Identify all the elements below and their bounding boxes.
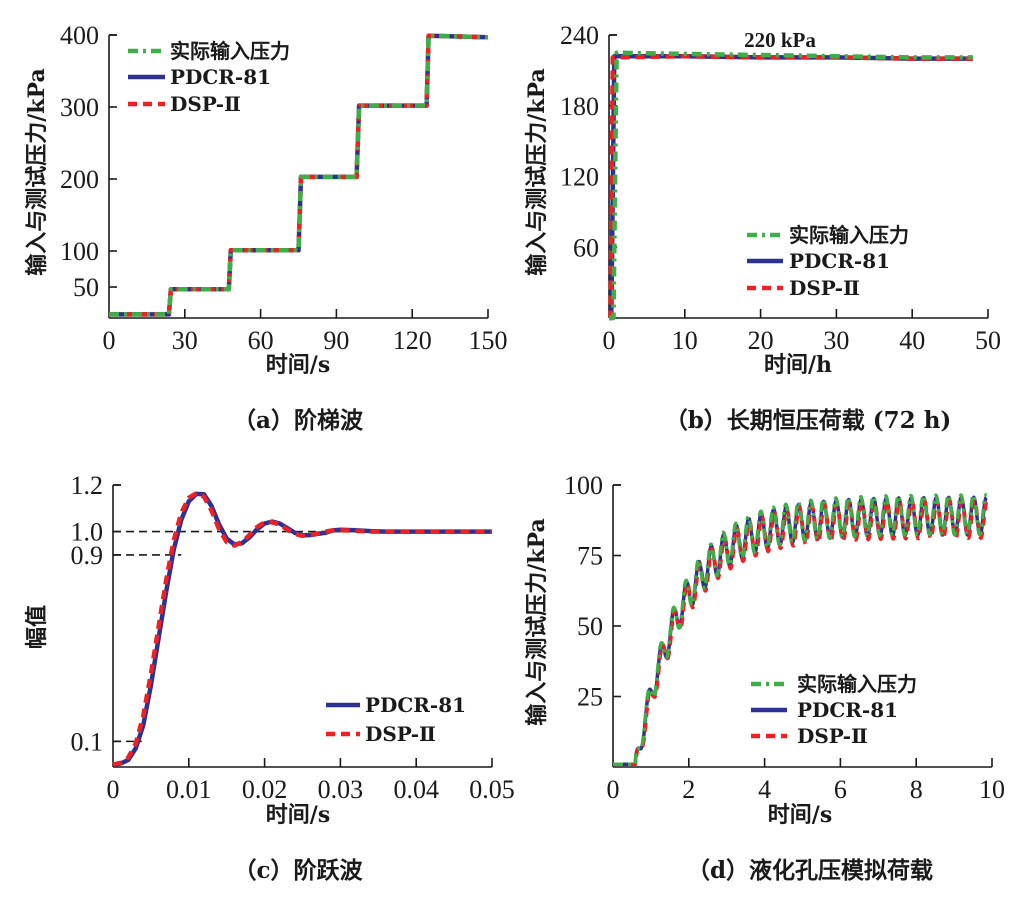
x-tick-label: 10: [672, 326, 698, 355]
x-tick-label: 90: [323, 326, 349, 355]
panel-c-caption: （c）阶跃波: [233, 857, 363, 884]
legend-label-dsp: DSP-Ⅱ: [170, 92, 241, 116]
panel-a-caption: （a）阶梯波: [233, 407, 364, 434]
panel-c: 0 0.01 0.02 0.03 0.04 0.05 0.1 0.91.0 1.2 时间/s 幅…: [24, 471, 515, 884]
series-line-0: [109, 33, 489, 317]
panel-b-xlabel: 时间/h: [764, 352, 832, 378]
x-tick-label: 0.04: [393, 775, 439, 804]
panel-a-xlabel: 时间/s: [266, 352, 330, 378]
series-line-0: [609, 50, 973, 321]
y-tick-label: 100: [564, 471, 603, 500]
series-line-1: [109, 33, 489, 317]
panel-d-legend: 实际输入压力 PDCR-81 DSP-Ⅱ: [751, 672, 917, 748]
x-tick-label: 0: [607, 775, 620, 804]
x-tick-label: 50: [975, 326, 1001, 355]
panel-b: 0 10 20 30 40 50 60 120 180 240 220 kPa 时间/h 输入与测…: [524, 21, 1001, 434]
panel-b-annotation: 220 kPa: [744, 28, 816, 52]
x-tick-label: 10: [979, 775, 1005, 804]
panel-b-ylabel: 输入与测试压力/kPa: [524, 68, 550, 276]
y-tick-label: 50: [73, 273, 99, 302]
panel-a-legend: 实际输入压力 PDCR-81 DSP-Ⅱ: [128, 39, 290, 116]
panel-d: 0 2 4 6 8 10 25 50 75 100 时间/s 输入与测试压力/kPa （d）液化孔…: [524, 471, 1005, 884]
y-tick-label: 180: [560, 92, 599, 121]
y-tick-label: 0.9: [71, 541, 104, 570]
x-tick-label: 0: [107, 775, 120, 804]
legend-label-pdcr: PDCR-81: [365, 693, 466, 717]
y-tick-label: 1.0: [71, 518, 104, 547]
x-tick-label: 0.01: [166, 775, 212, 804]
panel-c-xlabel: 时间/s: [266, 802, 330, 828]
panel-b-legend: 实际输入压力 PDCR-81 DSP-Ⅱ: [747, 223, 909, 300]
y-tick-label: 0.1: [71, 727, 104, 756]
x-tick-label: 8: [910, 775, 923, 804]
x-tick-label: 4: [758, 775, 771, 804]
x-tick-label: 120: [393, 326, 432, 355]
x-tick-label: 6: [834, 775, 847, 804]
legend-label-input: 实际输入压力: [170, 39, 290, 63]
x-tick-label: 40: [899, 326, 925, 355]
x-tick-label: 0.03: [318, 775, 364, 804]
x-tick-label: 20: [748, 326, 774, 355]
y-tick-label: 300: [60, 93, 99, 122]
y-tick-label: 50: [577, 612, 603, 641]
y-tick-label: 100: [60, 237, 99, 266]
panel-b-plot: 0 10 20 30 40 50 60 120 180 240: [560, 21, 1001, 355]
legend-label-pdcr: PDCR-81: [797, 698, 898, 722]
series-line-2: [109, 33, 489, 317]
panel-c-plot: 0 0.01 0.02 0.03 0.04 0.05 0.1 0.91.0 1.2: [71, 471, 515, 804]
x-tick-label: 60: [248, 326, 274, 355]
panel-d-xlabel: 时间/s: [768, 802, 832, 828]
x-tick-label: 30: [823, 326, 849, 355]
legend-label-dsp: DSP-Ⅱ: [365, 722, 436, 746]
x-tick-label: 2: [682, 775, 695, 804]
legend-label-pdcr: PDCR-81: [789, 249, 890, 273]
panel-a-ylabel: 输入与测试压力/kPa: [24, 68, 50, 276]
y-tick-label: 75: [577, 542, 603, 571]
legend-label-input: 实际输入压力: [789, 223, 909, 247]
panel-a-plot: 0 30 60 90 120 150 50 100 200 300 400: [60, 21, 508, 355]
panel-d-caption: （d）液化孔压模拟荷载: [687, 857, 933, 884]
panel-b-caption: （b）长期恒压荷载 (72 h): [665, 407, 952, 434]
x-tick-label: 0.02: [242, 775, 288, 804]
panel-c-ylabel: 幅值: [24, 605, 50, 649]
y-tick-label: 240: [560, 21, 599, 50]
y-tick-label: 120: [560, 163, 599, 192]
x-tick-label: 0: [603, 326, 616, 355]
series-line-0: [611, 493, 988, 766]
legend-label-input: 实际输入压力: [797, 672, 917, 696]
panel-d-ylabel: 输入与测试压力/kPa: [524, 518, 550, 726]
x-tick-label: 0: [103, 326, 116, 355]
legend-label-dsp: DSP-Ⅱ: [789, 276, 860, 300]
x-tick-label: 150: [469, 326, 508, 355]
panel-a: 0 30 60 90 120 150 50 100 200 300 400 时间/s 输入与测试压力…: [24, 21, 508, 434]
panel-c-legend: PDCR-81 DSP-Ⅱ: [326, 693, 466, 746]
x-tick-label: 0.05: [469, 775, 515, 804]
y-tick-label: 400: [60, 21, 99, 50]
y-tick-label: 60: [573, 233, 599, 262]
x-tick-label: 30: [172, 326, 198, 355]
legend-label-dsp: DSP-Ⅱ: [797, 724, 868, 748]
legend-label-pdcr: PDCR-81: [170, 65, 271, 89]
y-tick-label: 1.2: [71, 471, 104, 500]
panel-d-plot: 0 2 4 6 8 10 25 50 75 100: [564, 471, 1005, 804]
y-tick-label: 200: [60, 165, 99, 194]
y-tick-label: 25: [577, 683, 603, 712]
series-line-1: [112, 490, 492, 767]
